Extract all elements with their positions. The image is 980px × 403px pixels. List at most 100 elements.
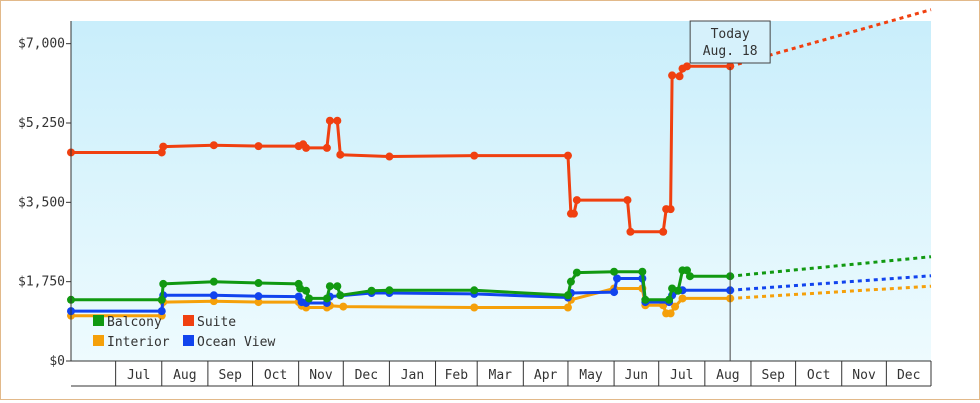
x-tick-label: Dec [355,368,378,383]
x-tick-label: Sep [762,368,786,383]
legend-label-interior: Interior [107,335,170,350]
data-point-suite [302,143,311,152]
data-point-suite [209,141,218,150]
data-point-balcony [665,295,674,304]
data-point-suite [159,142,168,151]
today-marker: Today Aug. 18 [689,20,771,361]
data-point-balcony [638,267,647,276]
legend-label-balcony: Balcony [107,315,162,330]
x-tick-label: Nov [309,368,333,383]
data-point-suite [325,116,334,125]
x-tick-label: Nov [852,368,876,383]
data-point-suite [668,71,677,80]
data-point-balcony [305,294,314,303]
data-point-suite [322,143,331,152]
data-point-interior [563,303,572,312]
data-point-suite [254,142,263,151]
today-box [689,20,771,64]
data-point-balcony [610,267,619,276]
legend-swatch-suite [183,315,194,326]
data-point-suite [623,196,632,205]
data-point-interior [666,309,675,318]
data-point-suite [385,152,394,161]
y-tick-label: $1,750 [18,275,65,290]
data-point-balcony [254,279,263,288]
data-point-balcony [563,291,572,300]
data-point-suite [726,62,735,71]
data-point-balcony [367,286,376,295]
x-tick-label: Sep [218,368,242,383]
x-tick-label: Jul [127,368,150,383]
data-point-suite [470,151,479,160]
data-point-balcony [470,286,479,295]
x-tick-label: Mar [489,368,513,383]
x-tick-label: Jun [625,368,648,383]
data-point-balcony [336,291,345,300]
data-point-suite [569,209,578,218]
data-point-balcony [333,282,342,291]
data-point-balcony [674,286,683,295]
data-point-suite [626,227,635,236]
forecast-line-interior [730,284,932,300]
data-point-suite [333,116,342,125]
data-point-suite [666,205,675,214]
series-line-suite [71,64,731,234]
forecast-line-ocean-view [730,274,932,292]
data-point-ocean-view [209,291,218,300]
data-point-ocean-view [610,288,619,297]
data-point-suite [563,151,572,160]
legend-swatch-interior [93,335,104,346]
legend-label-ocean-view: Ocean View [197,335,275,350]
data-point-balcony [322,294,331,303]
x-tick-label: May [579,368,603,383]
data-point-balcony [209,277,218,286]
data-point-ocean-view [254,292,263,301]
data-point-interior [254,298,263,307]
y-tick-label: $3,500 [18,195,65,210]
x-tick-label: Oct [807,368,830,383]
x-tick-label: Dec [897,368,920,383]
data-point-suite [675,72,684,81]
data-point-interior [470,303,479,312]
x-tick-label: Aug [173,368,196,383]
today-date-label: Aug. 18 [703,44,758,59]
today-label: Today [711,27,750,42]
data-point-suite [682,62,691,71]
y-tick-label: $7,000 [18,37,65,52]
legend-label-suite: Suite [197,315,236,330]
data-point-balcony [641,295,650,304]
data-point-balcony [682,266,691,275]
y-tick-label: $0 [49,354,65,369]
data-point-suite [336,150,345,159]
data-point-interior [678,294,687,303]
data-point-balcony [572,268,581,277]
data-point-balcony [157,295,166,304]
data-point-interior [209,297,218,306]
data-point-suite [659,227,668,236]
x-tick-label: Aug [716,368,739,383]
x-tick-label: Apr [534,368,558,383]
legend: Balcony Suite Interior Ocean View [93,315,275,350]
data-point-balcony [325,282,334,291]
x-tick-label: Jul [670,368,693,383]
legend-swatch-balcony [93,315,104,326]
data-point-balcony [566,277,575,286]
data-point-ocean-view [157,307,166,316]
legend-swatch-ocean-view [183,335,194,346]
y-tick-label: $5,250 [18,116,65,131]
data-point-balcony [385,286,394,295]
data-point-interior [671,302,680,311]
data-point-interior [339,302,348,311]
data-point-ocean-view [613,274,622,283]
plot-background [71,21,931,361]
x-tick-label: Feb [445,368,469,383]
data-point-balcony [159,279,168,288]
data-point-balcony [685,272,694,281]
x-tick-label: Oct [264,368,287,383]
x-tick-label: Jan [401,368,424,383]
data-point-suite [572,196,581,205]
forecast-line-balcony [729,255,932,278]
data-point-balcony [302,286,311,295]
